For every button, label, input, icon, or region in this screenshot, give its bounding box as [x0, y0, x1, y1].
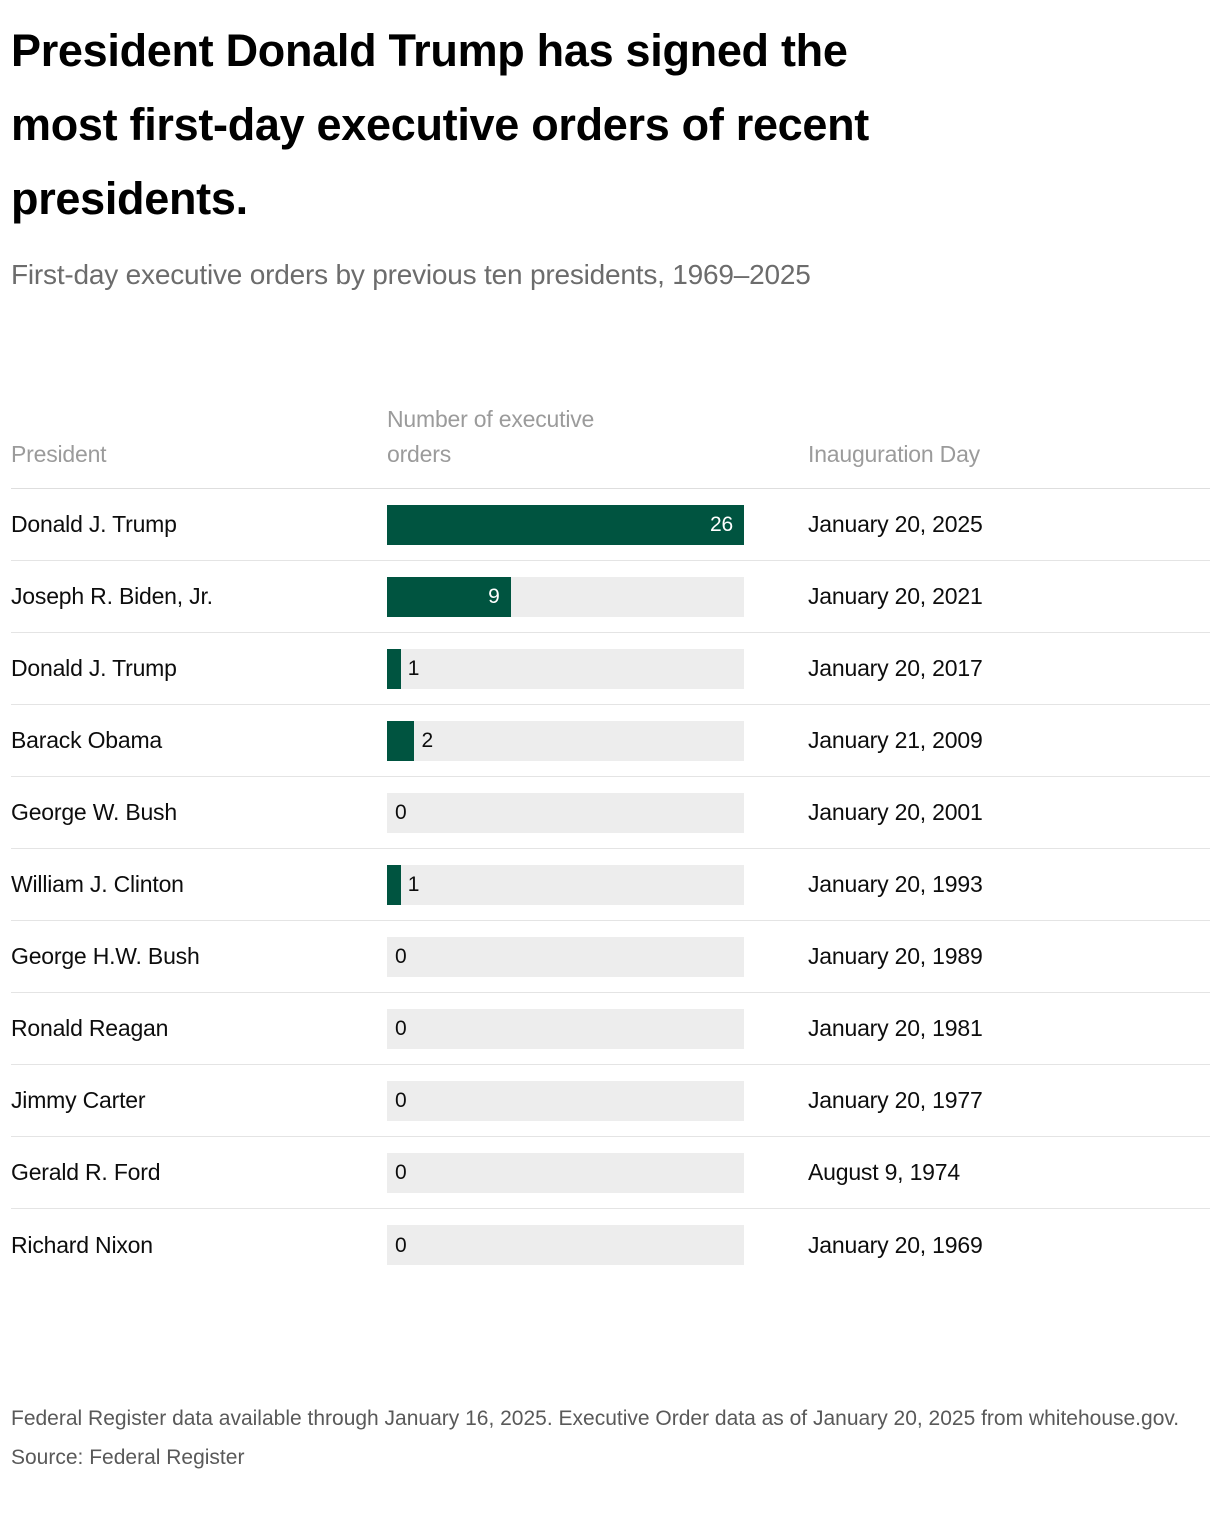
- president-name: Barack Obama: [11, 727, 162, 753]
- bar-fill: [387, 720, 415, 761]
- table-body: Donald J. Trump 26 January 20, 2025 Joseph …: [11, 489, 1210, 1281]
- bar-value-label: 26: [710, 513, 733, 536]
- bar-fill: 9: [387, 576, 511, 617]
- table-row: Joseph R. Biden, Jr. 9 January 20, 2021: [11, 561, 1210, 633]
- bar-cell: 1: [387, 864, 744, 905]
- president-name: Ronald Reagan: [11, 1015, 169, 1041]
- bar-value-label: 0: [395, 1233, 407, 1257]
- bar-track: 1: [387, 864, 744, 905]
- inauguration-date: January 20, 1989: [808, 943, 983, 969]
- table-row: George W. Bush 0 January 20, 2001: [11, 777, 1210, 849]
- chart-card: President Donald Trump has signed the mo…: [11, 14, 1210, 1469]
- inauguration-date: January 20, 1993: [808, 871, 983, 897]
- bar-cell: 0: [387, 1152, 744, 1193]
- table-row: Richard Nixon 0 January 20, 1969: [11, 1209, 1210, 1281]
- bar-cell: 0: [387, 1008, 744, 1049]
- footnote: Federal Register data available through …: [11, 1407, 1180, 1430]
- president-name: Donald J. Trump: [11, 655, 177, 681]
- bar-value-label: 1: [407, 873, 420, 896]
- table-row: Donald J. Trump 1 January 20, 2017: [11, 633, 1210, 705]
- inauguration-date: January 20, 2025: [808, 511, 983, 537]
- bar-track: 0: [387, 1152, 744, 1193]
- bar-cell: 26: [387, 504, 744, 545]
- inauguration-date: January 20, 1969: [808, 1231, 983, 1258]
- bar-track: 26: [387, 504, 744, 545]
- bar-track: 1: [387, 648, 744, 689]
- column-header-inauguration: Inauguration Day: [808, 441, 980, 467]
- president-name: Jimmy Carter: [11, 1087, 146, 1113]
- bar-fill: [387, 648, 401, 689]
- table-row: George H.W. Bush 0 January 20, 1989: [11, 921, 1210, 993]
- table-row: Gerald R. Ford 0 August 9, 1974: [11, 1137, 1210, 1209]
- bar-track: 0: [387, 792, 744, 833]
- inauguration-date: August 9, 1974: [808, 1159, 960, 1185]
- bar-track: 0: [387, 1080, 744, 1121]
- bar-cell: 9: [387, 576, 744, 617]
- bar-cell: 0: [387, 936, 744, 977]
- bar-value-label: 0: [395, 1017, 407, 1040]
- column-header-president: President: [11, 441, 107, 467]
- page-title: President Donald Trump has signed the mo…: [11, 14, 1210, 236]
- bar-track: 0: [387, 1225, 744, 1265]
- president-name: Gerald R. Ford: [11, 1159, 161, 1185]
- bar-track: 0: [387, 936, 744, 977]
- bar-value-label: 0: [395, 801, 407, 824]
- bar-track: 0: [387, 1008, 744, 1049]
- bar-cell: 0: [387, 792, 744, 833]
- president-name: Joseph R. Biden, Jr.: [11, 583, 213, 609]
- bar-fill: 26: [387, 504, 744, 545]
- chart-subtitle: First-day executive orders by previous t…: [11, 259, 811, 290]
- page-title-line-2: most first-day executive orders of recen…: [11, 99, 869, 150]
- table-header: President Number of executive orders Ina…: [11, 402, 1210, 489]
- bar-cell: 1: [387, 648, 744, 689]
- bar-track: 2: [387, 720, 744, 761]
- bar-value-label: 0: [395, 1161, 407, 1184]
- table-row: Donald J. Trump 26 January 20, 2025: [11, 489, 1210, 561]
- bar-track: 9: [387, 576, 744, 617]
- president-name: George W. Bush: [11, 799, 177, 825]
- inauguration-date: January 21, 2009: [808, 727, 983, 753]
- table-row: William J. Clinton 1 January 20, 1993: [11, 849, 1210, 921]
- president-name: William J. Clinton: [11, 871, 184, 897]
- source-line: Source: Federal Register: [11, 1446, 245, 1469]
- inauguration-date: January 20, 1977: [808, 1087, 983, 1113]
- bar-cell: 2: [387, 720, 744, 761]
- president-name: Donald J. Trump: [11, 511, 177, 537]
- column-header-orders: Number of executive orders: [387, 406, 595, 467]
- page-title-line-1: President Donald Trump has signed the: [11, 25, 848, 76]
- page-title-line-3: presidents.: [11, 173, 248, 224]
- table-row: Barack Obama 2 January 21, 2009: [11, 705, 1210, 777]
- bar-value-label: 0: [395, 1089, 407, 1112]
- president-name: Richard Nixon: [11, 1231, 153, 1258]
- bar-cell: 0: [387, 1080, 744, 1121]
- table-row: Ronald Reagan 0 January 20, 1981: [11, 993, 1210, 1065]
- bar-value-label: 9: [488, 585, 500, 608]
- bar-value-label: 1: [407, 657, 420, 680]
- bar-cell: 0: [387, 1225, 744, 1265]
- bar-fill: [387, 864, 401, 905]
- president-name: George H.W. Bush: [11, 943, 200, 969]
- inauguration-date: January 20, 2017: [808, 655, 983, 681]
- inauguration-date: January 20, 2001: [808, 799, 983, 825]
- bar-value-label: 2: [421, 729, 433, 752]
- inauguration-date: January 20, 1981: [808, 1015, 983, 1041]
- table-row: Jimmy Carter 0 January 20, 1977: [11, 1065, 1210, 1137]
- bar-value-label: 0: [395, 945, 407, 968]
- inauguration-date: January 20, 2021: [808, 583, 983, 609]
